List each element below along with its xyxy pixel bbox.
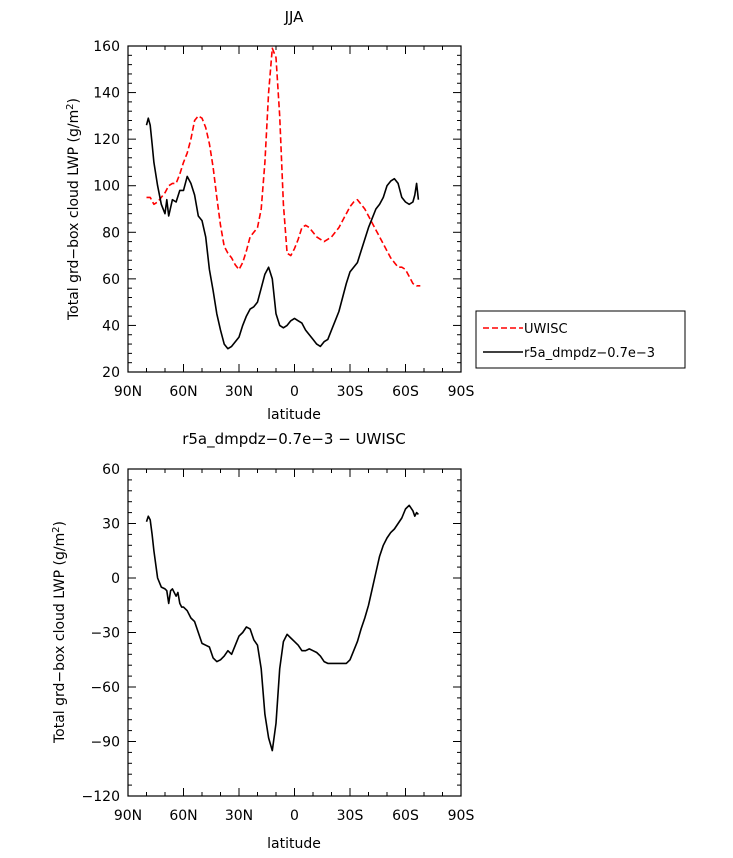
top-y-tick-label: 140 bbox=[93, 86, 120, 102]
bottom-y-tick-label: 30 bbox=[102, 517, 120, 533]
bottom-plot-frame bbox=[127, 468, 462, 797]
bottom-y-axis: −120 −90 −60 −30 0 30 60 bbox=[82, 462, 461, 805]
top-x-tick-label: 30S bbox=[337, 384, 364, 400]
bottom-y-tick-label: −120 bbox=[82, 789, 120, 805]
top-x-tick-label: 90S bbox=[448, 384, 475, 400]
top-y-tick-label: 40 bbox=[102, 318, 120, 334]
legend-label-r5a: r5a_dmpdz−0.7e−3 bbox=[524, 346, 655, 361]
bottom-x-tick-label: 60N bbox=[169, 808, 197, 824]
bottom-chart-title: r5a_dmpdz−0.7e−3 − UWISC bbox=[182, 430, 406, 449]
top-y-axis-label-main: Total grd−box cloud LWP (g/m bbox=[66, 110, 82, 321]
top-y-tick-label: 120 bbox=[93, 132, 120, 148]
top-x-tick-label: 90N bbox=[114, 384, 142, 400]
bottom-x-axis: 90N 60N 30N 0 30S 60S 90S bbox=[114, 469, 475, 824]
bottom-y-tick-label: 60 bbox=[102, 462, 120, 478]
bottom-x-tick-label: 90S bbox=[448, 808, 475, 824]
top-series-line-1 bbox=[145, 117, 420, 350]
top-x-tick-label: 60S bbox=[392, 384, 419, 400]
bottom-y-tick-label: −60 bbox=[90, 680, 120, 696]
bottom-y-tick-label: 0 bbox=[111, 571, 120, 587]
top-x-tick-label: 30N bbox=[225, 384, 253, 400]
top-y-axis: 20 40 60 80 100 120 140 160 bbox=[93, 39, 461, 381]
top-chart: JJA 90N 60N 30N 0 30S 60S 90S 20 40 60 80 100 120 14… bbox=[65, 8, 686, 423]
bottom-y-axis-label-sup: 2 bbox=[51, 526, 62, 532]
bottom-y-tick-label: −90 bbox=[90, 735, 120, 751]
top-plot-frame bbox=[127, 45, 462, 373]
top-y-tick-label: 160 bbox=[93, 39, 120, 55]
top-x-axis: 90N 60N 30N 0 30S 60S 90S bbox=[114, 46, 475, 400]
legend-label-uwisc: UWISC bbox=[524, 322, 568, 337]
bottom-plot-lines bbox=[145, 504, 419, 752]
top-x-axis-label: latitude bbox=[267, 407, 321, 423]
top-y-tick-label: 60 bbox=[102, 272, 120, 288]
bottom-y-axis-label: Total grd−box cloud LWP (g/m2) bbox=[51, 521, 68, 744]
legend-box bbox=[475, 310, 686, 369]
top-plot-lines bbox=[145, 47, 421, 350]
top-x-tick-label: 60N bbox=[169, 384, 197, 400]
top-y-tick-label: 100 bbox=[93, 179, 120, 195]
bottom-y-tick-label: −30 bbox=[90, 626, 120, 642]
top-y-tick-label: 80 bbox=[102, 225, 120, 241]
bottom-series-line-0 bbox=[145, 504, 419, 752]
top-y-axis-label-end: ) bbox=[66, 98, 82, 103]
bottom-y-axis-label-main: Total grd−box cloud LWP (g/m bbox=[52, 533, 68, 744]
bottom-x-axis-label: latitude bbox=[267, 836, 321, 852]
bottom-x-tick-label: 90N bbox=[114, 808, 142, 824]
bottom-x-tick-label: 60S bbox=[392, 808, 419, 824]
top-y-axis-label-sup: 2 bbox=[65, 103, 76, 109]
top-y-tick-label: 20 bbox=[102, 365, 120, 381]
top-chart-title: JJA bbox=[284, 8, 305, 26]
top-x-tick-label: 0 bbox=[290, 384, 299, 400]
top-series-line-0 bbox=[146, 47, 421, 287]
bottom-chart: r5a_dmpdz−0.7e−3 − UWISC 90N 60N 30N 0 30S 60… bbox=[51, 430, 474, 852]
top-y-axis-label: Total grd−box cloud LWP (g/m2) bbox=[65, 98, 82, 321]
bottom-y-axis-label-end: ) bbox=[52, 521, 68, 526]
bottom-x-tick-label: 30N bbox=[225, 808, 253, 824]
bottom-x-tick-label: 30S bbox=[337, 808, 364, 824]
bottom-x-tick-label: 0 bbox=[290, 808, 299, 824]
legend: UWISC r5a_dmpdz−0.7e−3 bbox=[475, 310, 686, 369]
